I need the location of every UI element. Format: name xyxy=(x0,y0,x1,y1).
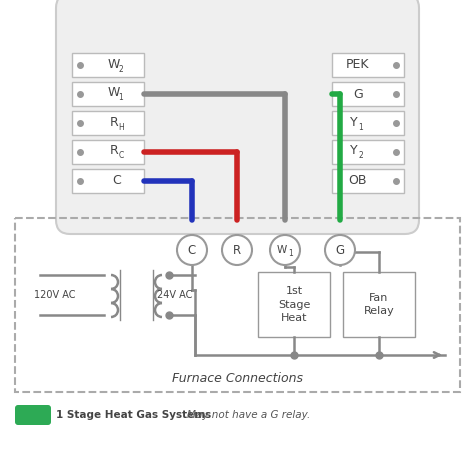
Text: W: W xyxy=(108,57,120,71)
Text: 1: 1 xyxy=(359,122,364,132)
Text: G: G xyxy=(353,87,363,101)
Text: 1 Stage Heat Gas Systems: 1 Stage Heat Gas Systems xyxy=(56,410,211,420)
Text: R: R xyxy=(109,145,118,158)
Bar xyxy=(332,82,404,106)
Text: R: R xyxy=(109,116,118,128)
Text: 1: 1 xyxy=(289,249,293,259)
Text: 120V AC: 120V AC xyxy=(34,290,76,300)
Bar xyxy=(72,53,144,77)
Text: OB: OB xyxy=(349,175,367,188)
Bar xyxy=(332,140,404,164)
Bar xyxy=(72,140,144,164)
Text: W: W xyxy=(277,245,287,255)
Text: H: H xyxy=(118,122,124,132)
Text: ·  May not have a G relay.: · May not have a G relay. xyxy=(174,410,310,420)
Bar xyxy=(72,82,144,106)
Bar xyxy=(343,272,415,337)
Text: PEK: PEK xyxy=(346,59,370,72)
Bar xyxy=(332,111,404,135)
Bar xyxy=(258,272,330,337)
Bar xyxy=(332,53,404,77)
Bar xyxy=(72,111,144,135)
Text: 1st
Stage
Heat: 1st Stage Heat xyxy=(278,286,310,322)
Text: Fan
Relay: Fan Relay xyxy=(364,293,394,316)
Text: 2: 2 xyxy=(118,65,123,73)
Text: C: C xyxy=(113,175,121,188)
Text: 1: 1 xyxy=(118,93,123,103)
Text: R: R xyxy=(233,243,241,256)
Circle shape xyxy=(222,235,252,265)
Text: Furnace Connections: Furnace Connections xyxy=(172,371,303,384)
Text: 2: 2 xyxy=(359,152,364,160)
Text: C: C xyxy=(118,152,124,160)
Text: W: W xyxy=(108,86,120,99)
FancyBboxPatch shape xyxy=(15,405,51,425)
FancyBboxPatch shape xyxy=(56,0,419,234)
Circle shape xyxy=(177,235,207,265)
Text: Y: Y xyxy=(350,145,358,158)
Text: 24V AC: 24V AC xyxy=(157,290,193,300)
Text: C: C xyxy=(188,243,196,256)
Circle shape xyxy=(325,235,355,265)
Text: G: G xyxy=(336,243,345,256)
Bar xyxy=(332,169,404,193)
Bar xyxy=(15,218,460,392)
Text: Y: Y xyxy=(350,116,358,128)
Bar xyxy=(72,169,144,193)
Circle shape xyxy=(270,235,300,265)
